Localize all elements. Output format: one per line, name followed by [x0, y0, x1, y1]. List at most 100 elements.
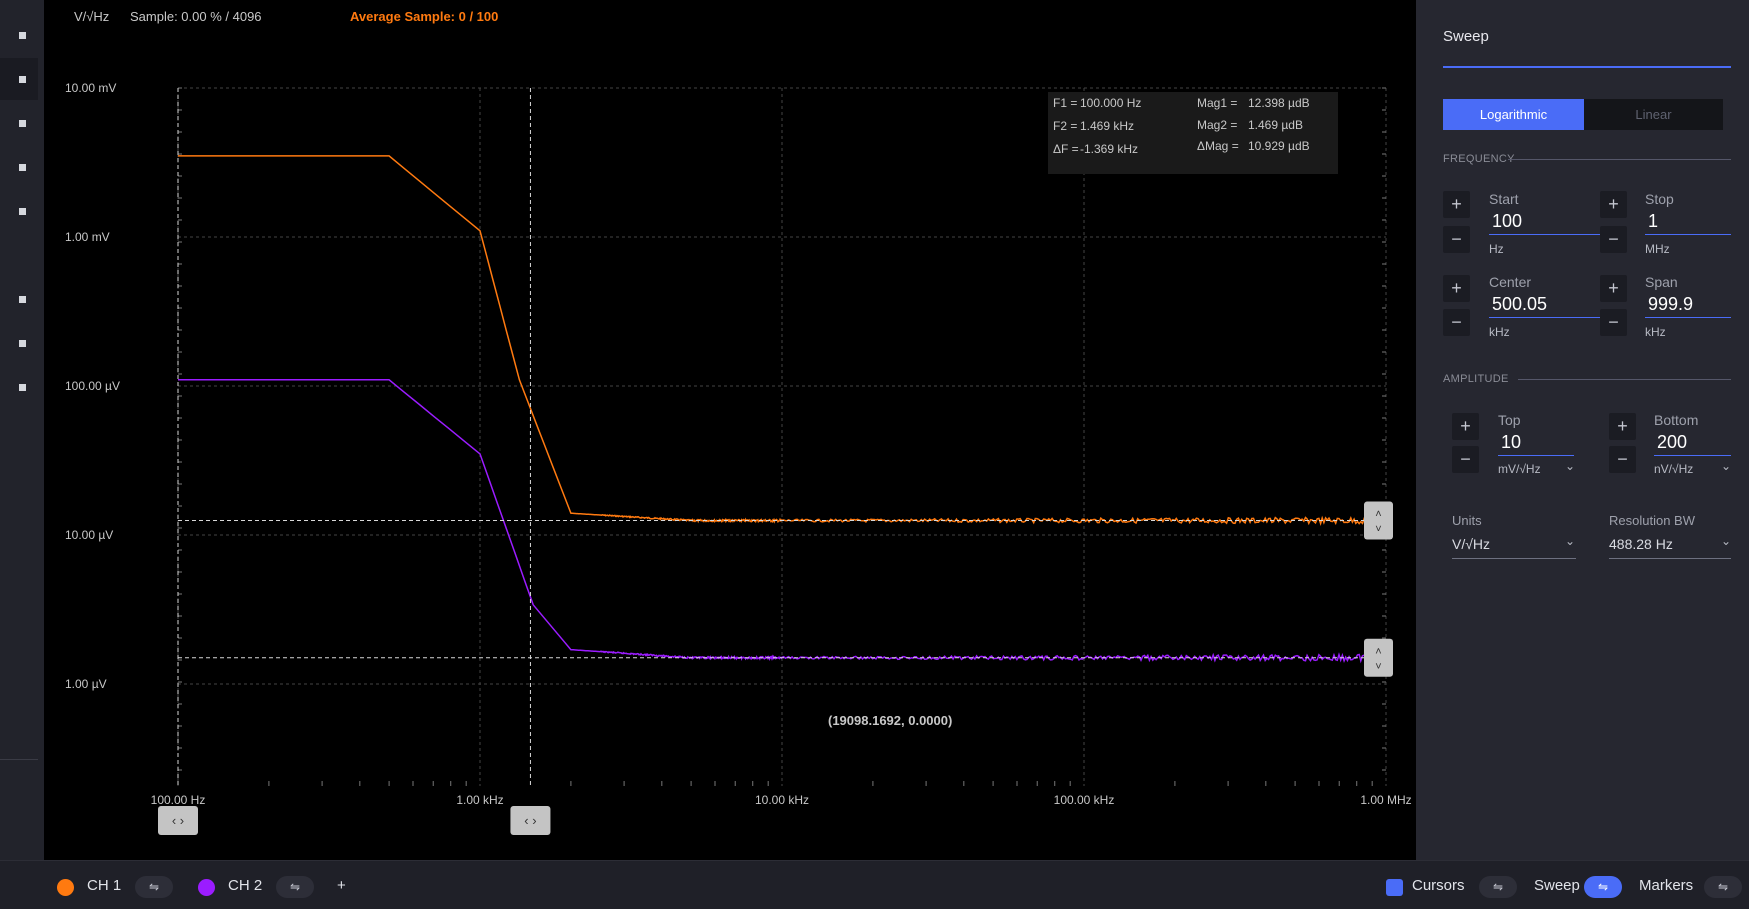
tool-button-1[interactable] [12, 25, 32, 45]
add-channel-button[interactable]: + [337, 877, 346, 894]
units-select[interactable]: V/√Hz [1452, 536, 1491, 552]
frequency-cursor-handle-1[interactable]: ‹ › [158, 806, 198, 835]
tool-button-8[interactable] [12, 377, 32, 397]
logarithmic-toggle[interactable]: Logarithmic [1443, 99, 1584, 130]
stop-unit: MHz [1645, 242, 1670, 256]
ch1-label[interactable]: CH 1 [87, 877, 122, 894]
bottom-unit: nV/√Hz [1654, 462, 1694, 476]
up-arrow-icon: ˄ [1375, 646, 1381, 658]
start-input-underline [1489, 234, 1616, 235]
markers-settings-icon[interactable]: ⇋ [1704, 876, 1742, 898]
span-label: Span [1645, 274, 1678, 290]
stop-input-underline [1645, 234, 1731, 235]
top-unit: mV/√Hz [1498, 462, 1541, 476]
ch2-color-dot[interactable] [198, 879, 215, 896]
top-decrement-button[interactable]: − [1452, 446, 1479, 473]
frequency-section-divider [1508, 159, 1731, 160]
resolution-bw-select-underline [1609, 558, 1731, 559]
bottom-increment-button[interactable]: + [1609, 413, 1636, 440]
ch1-settings-icon[interactable]: ⇋ [135, 876, 173, 898]
cursor-handles: ‹ › ‹ ›˄˅˄˅ [158, 501, 1393, 835]
start-increment-button[interactable]: + [1443, 191, 1470, 218]
cursors-label[interactable]: Cursors [1412, 877, 1465, 894]
square-icon [18, 207, 26, 215]
df-label: ΔF = [1053, 142, 1079, 156]
tool-button-6[interactable] [12, 289, 32, 309]
sweep-label[interactable]: Sweep [1534, 877, 1580, 894]
bottom-bar: CH 1 ⇋ CH 2 ⇋ + Cursors ⇋ Sweep ⇋ Marker… [0, 860, 1749, 909]
center-input-underline [1489, 317, 1616, 318]
cursors-color-square[interactable] [1386, 879, 1403, 896]
x-tick-label: 100.00 kHz [1054, 793, 1115, 807]
left-right-arrows-icon: ‹ › [524, 813, 536, 828]
center-unit: kHz [1489, 325, 1510, 339]
start-decrement-button[interactable]: − [1443, 226, 1470, 253]
plot-minor-ticks [178, 87, 1386, 786]
top-unit-chevron-down-icon[interactable]: ⌄ [1565, 459, 1576, 473]
stop-increment-button[interactable]: + [1600, 191, 1627, 218]
plot-area[interactable]: V/√Hz Sample: 0.00 % / 4096 Average Samp… [44, 0, 1416, 860]
tool-button-4[interactable] [12, 157, 32, 177]
resolution-bw-select[interactable]: 488.28 Hz [1609, 536, 1673, 552]
f2-label: F2 = [1053, 119, 1077, 133]
y-tick-label: 100.00 µV [65, 379, 120, 393]
left-right-arrows-icon: ‹ › [172, 813, 184, 828]
dmag-label: ΔMag = [1197, 139, 1239, 153]
ch1-color-dot[interactable] [57, 879, 74, 896]
tool-button-2[interactable] [12, 69, 32, 89]
span-input[interactable] [1648, 294, 1728, 315]
amplitude-section-divider [1518, 379, 1731, 380]
stop-input[interactable] [1648, 211, 1728, 232]
stop-label: Stop [1645, 191, 1674, 207]
center-increment-button[interactable]: + [1443, 275, 1470, 302]
sweep-settings-panel: Sweep Logarithmic Linear FREQUENCY + − S… [1416, 0, 1749, 860]
y-tick-label: 10.00 µV [65, 528, 113, 542]
x-axis-labels: 100.00 Hz 1.00 kHz 10.00 kHz 100.00 kHz 1.00… [151, 793, 1412, 807]
resolution-bw-label: Resolution BW [1609, 513, 1695, 528]
span-unit: kHz [1645, 325, 1666, 339]
top-input[interactable] [1501, 432, 1571, 453]
bottom-input-underline [1654, 455, 1731, 456]
units-label: Units [1452, 513, 1482, 528]
frequency-cursor-handle-2[interactable]: ‹ › [510, 806, 551, 835]
sweep-settings-icon[interactable]: ⇋ [1584, 876, 1622, 898]
mag1-value: 12.398 µdB [1248, 96, 1310, 110]
center-decrement-button[interactable]: − [1443, 309, 1470, 336]
resolution-bw-chevron-down-icon[interactable]: ⌄ [1721, 534, 1732, 548]
bottom-input[interactable] [1657, 432, 1727, 453]
y-tick-label: 10.00 mV [65, 81, 116, 95]
tool-button-7[interactable] [12, 333, 32, 353]
start-unit: Hz [1489, 242, 1504, 256]
start-input[interactable] [1492, 211, 1612, 232]
stop-decrement-button[interactable]: − [1600, 226, 1627, 253]
center-input[interactable] [1492, 294, 1612, 315]
top-increment-button[interactable]: + [1452, 413, 1479, 440]
markers-label[interactable]: Markers [1639, 877, 1694, 894]
down-arrow-icon: ˅ [1375, 524, 1381, 536]
ch1-trace [178, 155, 1387, 527]
square-icon [18, 119, 26, 127]
x-tick-label: 1.00 MHz [1360, 793, 1411, 807]
cursors-settings-icon[interactable]: ⇋ [1479, 876, 1517, 898]
bottom-decrement-button[interactable]: − [1609, 446, 1636, 473]
tool-button-3[interactable] [12, 113, 32, 133]
amplitude-cursor-handle-2[interactable]: ˄˅ [1364, 638, 1393, 677]
amplitude-cursor-handle-1[interactable]: ˄˅ [1364, 501, 1393, 540]
average-sample-status: Average Sample: 0 / 100 [350, 9, 499, 24]
span-decrement-button[interactable]: − [1600, 309, 1627, 336]
linear-toggle[interactable]: Linear [1584, 99, 1723, 130]
square-icon [18, 31, 26, 39]
span-input-underline [1645, 317, 1731, 318]
bottom-unit-chevron-down-icon[interactable]: ⌄ [1721, 459, 1732, 473]
square-icon [18, 75, 26, 83]
tool-button-5[interactable] [12, 201, 32, 221]
x-tick-label: 100.00 Hz [151, 793, 206, 807]
span-increment-button[interactable]: + [1600, 275, 1627, 302]
ch2-settings-icon[interactable]: ⇋ [276, 876, 314, 898]
ch2-label[interactable]: CH 2 [228, 877, 263, 894]
y-tick-label: 1.00 mV [65, 230, 110, 244]
dmag-value: 10.929 µdB [1248, 139, 1310, 153]
mag2-label: Mag2 = [1197, 118, 1237, 132]
units-chevron-down-icon[interactable]: ⌄ [1565, 534, 1576, 548]
